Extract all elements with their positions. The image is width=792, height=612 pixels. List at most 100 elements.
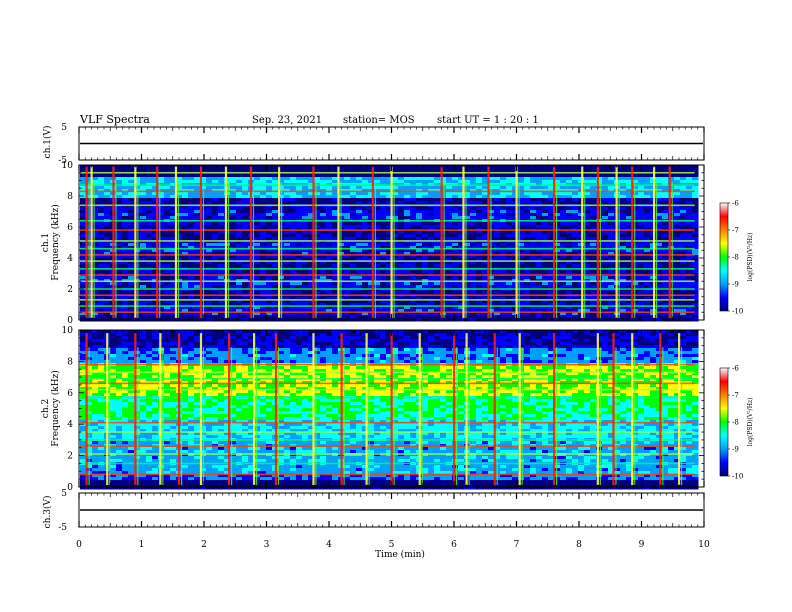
spectrogram-cell xyxy=(440,291,447,295)
spectrogram-cell xyxy=(230,261,237,265)
spectrogram-cell xyxy=(332,222,339,226)
spectrogram-cell xyxy=(554,276,561,280)
spectrogram-cell xyxy=(230,258,237,262)
spectrogram-cell xyxy=(434,258,441,262)
spectrogram-cell xyxy=(602,237,609,241)
spectrogram-cell xyxy=(320,186,327,190)
spectrogram-cell xyxy=(362,270,369,274)
spectrogram-cell xyxy=(524,285,531,289)
spectrogram-cell xyxy=(260,192,267,196)
spectrogram-cell xyxy=(686,165,693,169)
spectrogram-cell xyxy=(284,165,291,169)
spectrogram-cell xyxy=(626,297,633,301)
spectrogram-cell xyxy=(164,303,171,307)
spectrogram-cell xyxy=(314,285,321,289)
spectrogram-cell xyxy=(320,177,327,181)
spectrogram-cell xyxy=(236,186,243,190)
spectrogram-cell xyxy=(476,192,483,196)
spectrogram-cell xyxy=(644,249,651,253)
spectrogram-cell xyxy=(170,192,177,196)
spectrogram-cell xyxy=(212,225,219,229)
spectrogram-cell xyxy=(236,252,243,256)
spectrogram-cell xyxy=(602,252,609,256)
spectrogram-cell xyxy=(98,282,105,286)
spectrogram-cell xyxy=(470,177,477,181)
spectrogram-cell xyxy=(668,231,675,235)
spectrogram-cell xyxy=(170,225,177,229)
spectrogram-cell xyxy=(500,285,507,289)
spectrogram-cell xyxy=(332,291,339,295)
spectrogram-cell xyxy=(368,234,375,238)
spectrogram-cell xyxy=(230,249,237,253)
spectrogram-cell xyxy=(320,231,327,235)
spectrogram-cell xyxy=(122,270,129,274)
spectrogram-cell xyxy=(434,291,441,295)
spectrogram-cell xyxy=(500,297,507,301)
spectrogram-cell xyxy=(206,234,213,238)
spectrogram-cell xyxy=(530,186,537,190)
spectrogram-cell xyxy=(638,261,645,265)
spectrogram-cell xyxy=(266,222,273,226)
spectrogram-cell xyxy=(620,276,627,280)
spectrogram-cell xyxy=(158,234,165,238)
spectrogram-cell xyxy=(314,264,321,268)
spectrogram-cell xyxy=(428,177,435,181)
spectrogram-cell xyxy=(152,285,159,289)
spectrogram-cell xyxy=(104,174,111,178)
spectrogram-cell xyxy=(560,276,567,280)
spectrogram-cell xyxy=(128,276,135,280)
spectrogram-cell xyxy=(296,297,303,301)
spectrogram-cell xyxy=(350,234,357,238)
spectrogram-cell xyxy=(692,258,699,262)
spectrogram-cell xyxy=(638,264,645,268)
spectrogram-cell xyxy=(224,177,231,181)
spectrogram-cell xyxy=(524,249,531,253)
spectrogram-cell xyxy=(356,168,363,172)
spectrogram-cell xyxy=(314,180,321,184)
spectrogram-cell xyxy=(638,213,645,217)
spectrogram-cell xyxy=(266,180,273,184)
spectrogram-cell xyxy=(122,165,129,169)
spectrogram-cell xyxy=(224,210,231,214)
spectrogram-cell xyxy=(524,216,531,220)
spectrogram-cell xyxy=(458,192,465,196)
spectrogram-cell xyxy=(344,246,351,250)
spectrogram-cell xyxy=(500,180,507,184)
spectrogram-cell xyxy=(218,261,225,265)
spectrogram-cell xyxy=(392,186,399,190)
spectrogram-cell xyxy=(584,291,591,295)
spectrogram-cell xyxy=(368,270,375,274)
spectrogram-cell xyxy=(212,201,219,205)
spectrogram-cell xyxy=(542,234,549,238)
spectrogram-cell xyxy=(644,291,651,295)
spectrogram-cell xyxy=(446,192,453,196)
spectrogram-cell xyxy=(212,210,219,214)
spectrogram-cell xyxy=(428,249,435,253)
spectrogram-cell xyxy=(422,210,429,214)
spectrogram-cell xyxy=(212,285,219,289)
spectrogram-cell xyxy=(506,207,513,211)
spectrogram-cell xyxy=(530,249,537,253)
spectrogram-cell xyxy=(524,243,531,247)
spectrogram-cell xyxy=(362,234,369,238)
spectrogram-cell xyxy=(92,207,99,211)
spectrogram-cell xyxy=(158,276,165,280)
spectrogram-cell xyxy=(464,255,471,259)
spectrogram-cell xyxy=(116,255,123,259)
spectrogram-cell xyxy=(332,303,339,307)
spectrogram-cell xyxy=(632,174,639,178)
spectrogram-cell xyxy=(128,261,135,265)
spectrogram-cell xyxy=(656,297,663,301)
spectrogram-cell xyxy=(356,222,363,226)
spectrogram-cell xyxy=(506,255,513,259)
spectrogram-cell xyxy=(362,168,369,172)
spectrogram-cell xyxy=(80,177,87,181)
spectrogram-cell xyxy=(422,180,429,184)
spectrogram-cell xyxy=(422,255,429,259)
spectrogram-cell xyxy=(446,198,453,202)
spectrogram-cell xyxy=(470,213,477,217)
spectrogram-cell xyxy=(506,300,513,304)
spectrogram-cell xyxy=(254,282,261,286)
spectrogram-cell xyxy=(374,177,381,181)
spectrogram-cell xyxy=(668,282,675,286)
